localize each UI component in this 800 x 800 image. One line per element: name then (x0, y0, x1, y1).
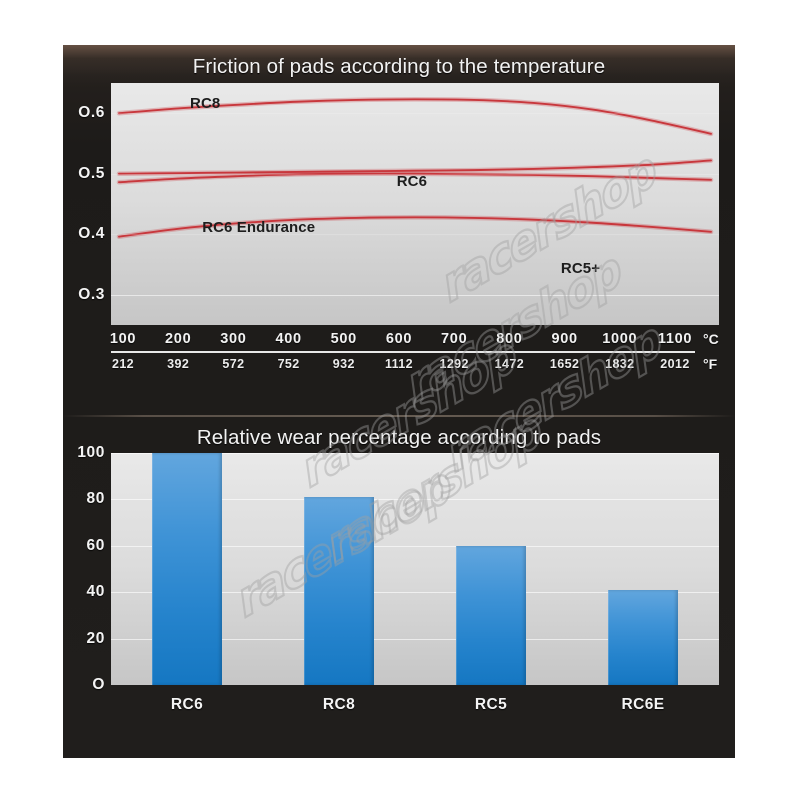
x-tick-fahrenheit: 932 (332, 357, 355, 371)
friction-gridline (111, 294, 719, 296)
friction-curve-rc6 (118, 159, 712, 175)
wear-y-tick: 80 (86, 490, 105, 508)
x-tick-celsius: 800 (496, 331, 523, 347)
wear-y-tick: 100 (77, 444, 105, 461)
friction-curve-rc5- (118, 216, 712, 238)
wear-gridline (111, 545, 719, 547)
wear-y-tick: 20 (86, 629, 105, 647)
wear-gridline (111, 638, 719, 640)
wear-category-label: RC6E (621, 696, 665, 713)
x-tick-celsius: 600 (385, 331, 413, 347)
curve-label-rc8: RC8 (190, 95, 221, 112)
friction-curve-rc8 (118, 98, 712, 135)
curve-label-rc6-endurance: RC6 Endurance (202, 219, 316, 236)
friction-gridline (111, 234, 719, 236)
friction-x-axis: 100 200 300 400 500 600 700 800 900 1000 1100 212 3… (109, 331, 719, 372)
x-tick-celsius: 1000 (602, 331, 638, 347)
wear-category-label: RC6 (170, 696, 204, 713)
curve-label-rc6: RC6 (396, 173, 428, 190)
x-tick-celsius: 500 (330, 331, 357, 347)
wear-bar (152, 453, 222, 685)
wear-y-tick: 40 (86, 583, 105, 601)
wear-bar-group (111, 453, 719, 685)
wear-gridline (111, 453, 719, 454)
wear-chart: Relative wear percentage according to pa… (63, 420, 735, 758)
x-tick-celsius: 700 (441, 331, 468, 347)
x-tick-fahrenheit: 1652 (549, 357, 580, 371)
x-tick-fahrenheit: 1472 (494, 357, 525, 371)
x-tick-celsius: 400 (275, 331, 302, 347)
wear-plot-area (111, 453, 719, 685)
curve-label-rc5-: RC5+ (560, 260, 601, 277)
unit-fahrenheit-label: °F (703, 356, 718, 372)
friction-y-tick: O.3 (78, 285, 105, 303)
x-tick-celsius: 100 (109, 331, 137, 347)
x-tick-fahrenheit: 1112 (384, 357, 414, 371)
wear-bar (304, 497, 374, 685)
x-tick-celsius: 300 (220, 331, 247, 347)
friction-curve-rc6-endurance (118, 172, 712, 184)
x-tick-fahrenheit: 752 (277, 357, 300, 371)
x-tick-celsius: 200 (165, 331, 192, 347)
x-axis-rule (111, 351, 695, 353)
x-tick-celsius: 1100 (657, 331, 693, 347)
x-tick-fahrenheit: 2012 (660, 357, 690, 371)
x-tick-celsius: 900 (551, 331, 578, 347)
x-tick-fahrenheit: 572 (222, 357, 245, 371)
friction-y-tick: O.4 (78, 225, 105, 243)
friction-plot-area (111, 83, 719, 325)
friction-chart: Friction of pads according to the temper… (63, 45, 735, 395)
friction-curves (116, 97, 714, 239)
wear-chart-title: Relative wear percentage according to pa… (196, 426, 602, 449)
wear-category-label: RC8 (322, 696, 356, 713)
unit-celsius-label: °C (703, 331, 719, 347)
x-tick-fahrenheit: 1292 (439, 357, 469, 371)
friction-chart-title: Friction of pads according to the temper… (192, 55, 606, 78)
x-tick-fahrenheit: 392 (167, 357, 190, 371)
friction-x-ticks-celsius: 100 200 300 400 500 600 700 800 900 1000 1100 (109, 331, 719, 353)
chart-poster-panel: Friction of pads according to the temper… (63, 45, 735, 758)
friction-x-ticks-fahrenheit: 212 392 572 752 932 1112 1292 1472 1652 1832 2012 (111, 357, 719, 377)
friction-y-tick: O.5 (78, 164, 105, 182)
chart-separator (63, 415, 735, 417)
wear-y-tick: O (92, 676, 105, 693)
x-tick-fahrenheit: 1832 (605, 357, 635, 371)
wear-bar (456, 545, 526, 685)
wear-y-tick: 60 (86, 536, 105, 554)
friction-gridline (111, 113, 719, 115)
wear-gridline (111, 592, 719, 594)
wear-category-label: RC5 (474, 696, 508, 713)
wear-bar (608, 589, 678, 685)
x-tick-fahrenheit: 212 (111, 357, 135, 371)
friction-y-tick: O.6 (78, 104, 105, 122)
wear-gridline (111, 499, 719, 501)
friction-gridline (111, 173, 719, 175)
